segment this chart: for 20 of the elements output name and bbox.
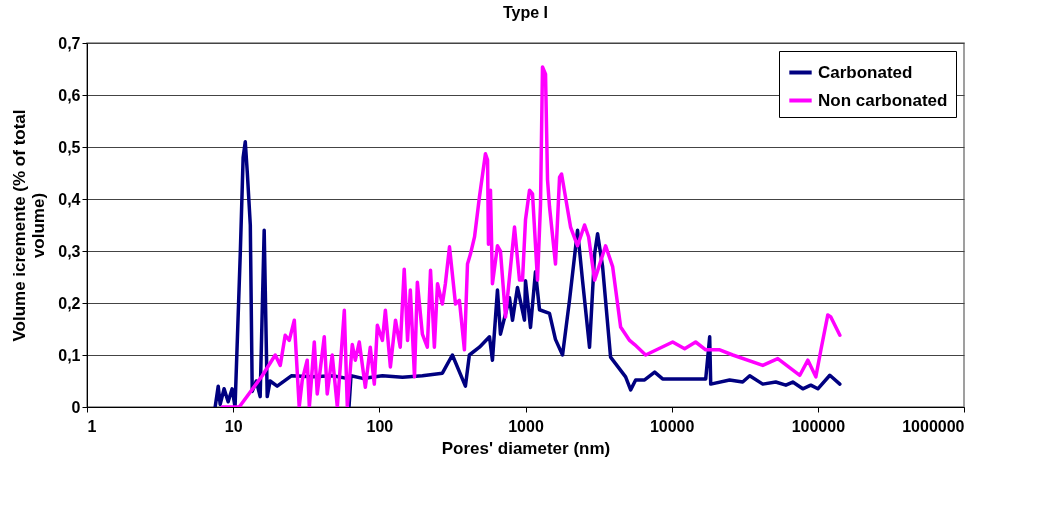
legend-label: Carbonated (818, 62, 913, 82)
x-tick-label: 1 (87, 417, 97, 435)
x-tick-label: 10 (224, 417, 243, 435)
y-tick-label: 0,7 (58, 34, 81, 52)
legend-label: Non carbonated (818, 90, 948, 110)
x-tick-label: 1000 (508, 417, 544, 435)
x-tick-label: 100000 (791, 417, 846, 435)
y-tick-label: 0 (71, 398, 81, 416)
y-tick-label: 0,4 (58, 190, 81, 208)
y-tick-label: 0,1 (58, 346, 81, 364)
x-tick-label: 10000 (649, 417, 695, 435)
x-tick-label: 1000000 (902, 417, 965, 435)
y-tick-label: 0,6 (58, 86, 81, 104)
x-axis-title: Pores' diameter (nm) (441, 438, 611, 458)
y-tick-label: 0,2 (58, 294, 81, 312)
y-axis-title: Volume icremente (% of total volume) (10, 109, 49, 342)
y-tick-label: 0,5 (58, 138, 81, 156)
chart-title: Type I (502, 4, 549, 21)
y-tick-label: 0,3 (58, 242, 81, 260)
x-tick-label: 100 (366, 417, 394, 435)
